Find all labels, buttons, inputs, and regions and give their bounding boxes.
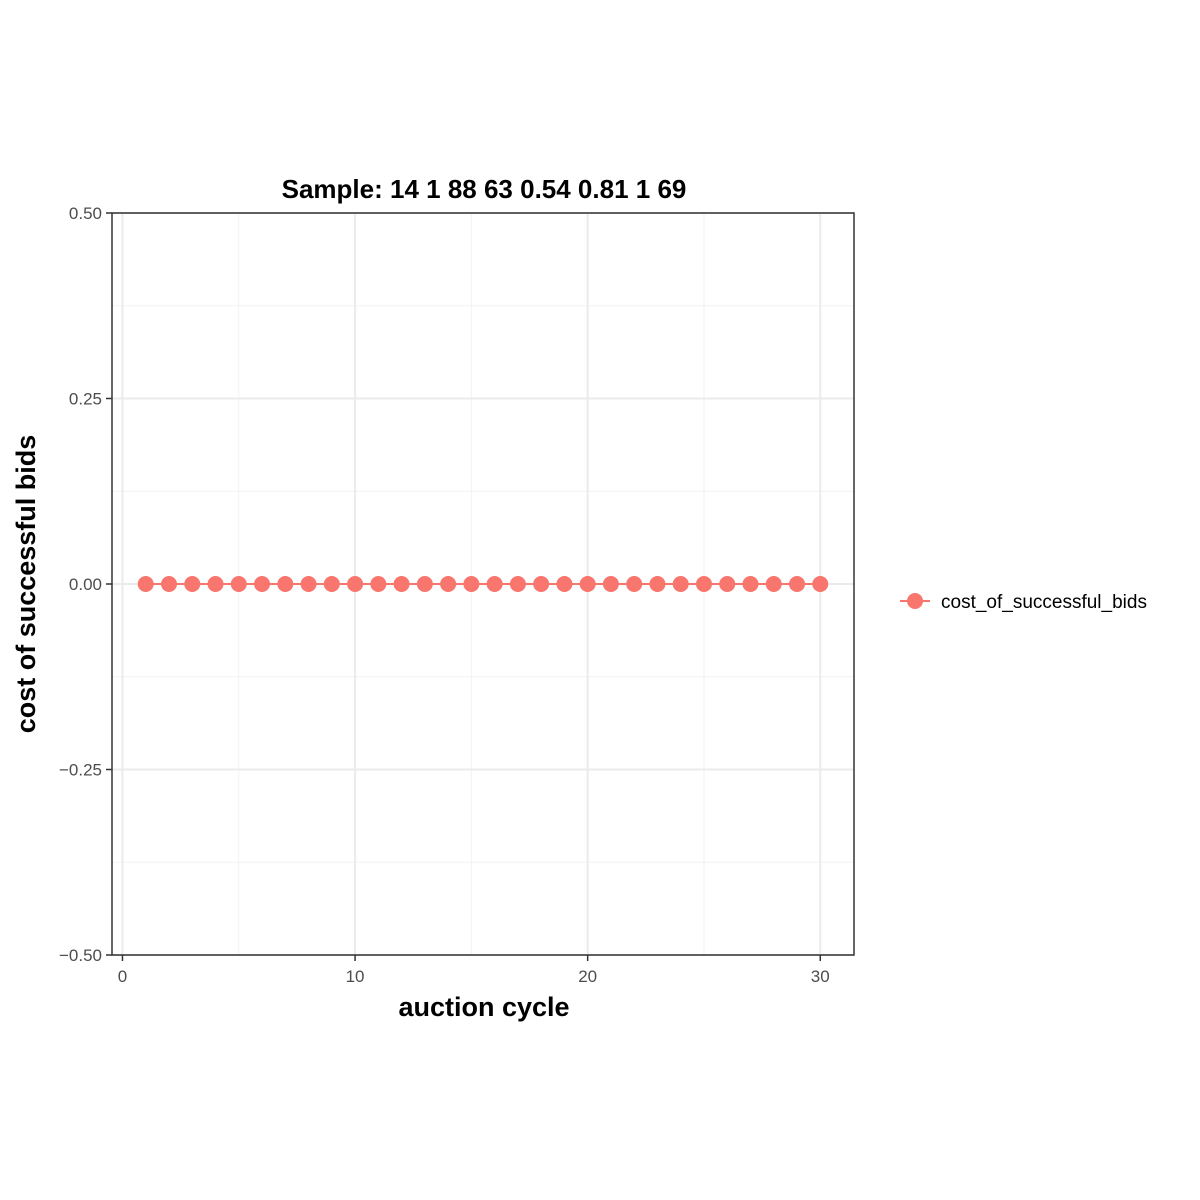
data-point (254, 576, 271, 592)
legend-key-point (907, 593, 923, 609)
data-point (277, 576, 294, 592)
data-point (509, 576, 526, 592)
data-point (323, 576, 340, 592)
y-tick-label: −0.50 (59, 946, 102, 965)
data-point (440, 576, 457, 592)
data-point (695, 576, 712, 592)
data-point (370, 576, 387, 592)
data-point (626, 576, 643, 592)
data-point (393, 576, 410, 592)
data-point (207, 576, 224, 592)
x-tick-label: 0 (118, 967, 127, 986)
y-axis: 0.50 0.25 0.00 −0.25 −0.50 (59, 204, 112, 965)
data-point (765, 576, 782, 592)
x-axis: 0 10 20 30 (118, 955, 830, 986)
data-point (137, 576, 154, 592)
y-tick-label: 0.25 (69, 390, 102, 409)
data-point (812, 576, 829, 592)
y-tick-label: 0.00 (69, 575, 102, 594)
x-tick-label: 10 (346, 967, 365, 986)
x-tick-label: 20 (578, 967, 597, 986)
x-axis-title: auction cycle (398, 992, 569, 1022)
chart-title: Sample: 14 1 88 63 0.54 0.81 1 69 (282, 174, 687, 204)
y-axis-title: cost of successful bids (11, 435, 41, 734)
data-point (533, 576, 550, 592)
data-point (719, 576, 736, 592)
data-point (184, 576, 201, 592)
data-point (649, 576, 666, 592)
legend: cost_of_successful_bids (900, 592, 1147, 613)
data-point (416, 576, 433, 592)
data-point (300, 576, 317, 592)
y-tick-label: 0.50 (69, 204, 102, 223)
data-point (556, 576, 573, 592)
data-point (463, 576, 480, 592)
data-point (672, 576, 689, 592)
data-point (347, 576, 364, 592)
data-point (742, 576, 759, 592)
x-tick-label: 30 (811, 967, 830, 986)
data-point (160, 576, 177, 592)
y-tick-label: −0.25 (59, 761, 102, 780)
legend-label: cost_of_successful_bids (941, 592, 1147, 613)
data-point (579, 576, 596, 592)
series-layer (137, 576, 829, 592)
data-point (602, 576, 619, 592)
data-point (230, 576, 247, 592)
data-point (486, 576, 503, 592)
data-point (789, 576, 806, 592)
